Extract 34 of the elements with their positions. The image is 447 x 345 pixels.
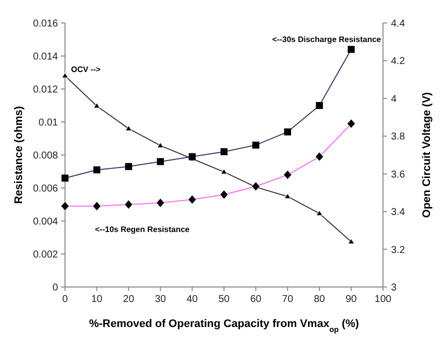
- y-tick-label: 0.012: [32, 84, 58, 96]
- y2-tick-label: 4.4: [391, 18, 406, 30]
- y2-axis-title: Open Circuit Voltage (V): [421, 92, 433, 218]
- x-axis-title: %-Removed of Operating Capacity from Vmax$_{op}$ (%): [89, 318, 360, 334]
- y-tick-label: 0.004: [32, 216, 58, 228]
- x-tick-label: 50: [218, 294, 230, 305]
- y-tick-label: 0.002: [32, 250, 58, 260]
- y-tick-label: 0.01: [38, 118, 58, 128]
- y-tick-label: 0.016: [32, 18, 58, 30]
- x-tick-label: 20: [123, 294, 135, 305]
- x-tick-label: 90: [346, 294, 358, 305]
- y-tick-label: 0.008: [32, 150, 58, 162]
- x-tick-label: 10: [91, 294, 103, 305]
- y-axis-title: Resistance (ohms): [13, 106, 25, 204]
- x-tick-label: 70: [282, 294, 294, 305]
- x-tick-label: 60: [250, 294, 262, 305]
- y2-tick-label: 3.6: [391, 169, 406, 180]
- x-tick-label: 100: [374, 294, 392, 305]
- y-tick-label: 0.006: [32, 184, 58, 194]
- annotation: OCV -->: [71, 65, 101, 74]
- y2-tick-label: 3: [391, 282, 397, 294]
- y2-tick-label: 3.8: [391, 132, 406, 143]
- x-tick-label: 0: [62, 294, 68, 305]
- y2-tick-label: 4.2: [391, 56, 406, 68]
- y-tick-label: 0: [52, 282, 58, 294]
- x-tick-label: 40: [186, 294, 198, 305]
- y2-tick-label: 3.4: [391, 207, 406, 218]
- x-tick-label: 30: [154, 294, 166, 305]
- annotation: <--30s Discharge Resistance: [272, 35, 382, 44]
- y2-tick-label: 4: [391, 94, 397, 105]
- y2-tick-label: 3.2: [391, 244, 406, 256]
- x-tick-label: 80: [314, 294, 326, 305]
- annotation: <--10s Regen Resistance: [95, 225, 190, 234]
- y-tick-label: 0.014: [32, 52, 58, 62]
